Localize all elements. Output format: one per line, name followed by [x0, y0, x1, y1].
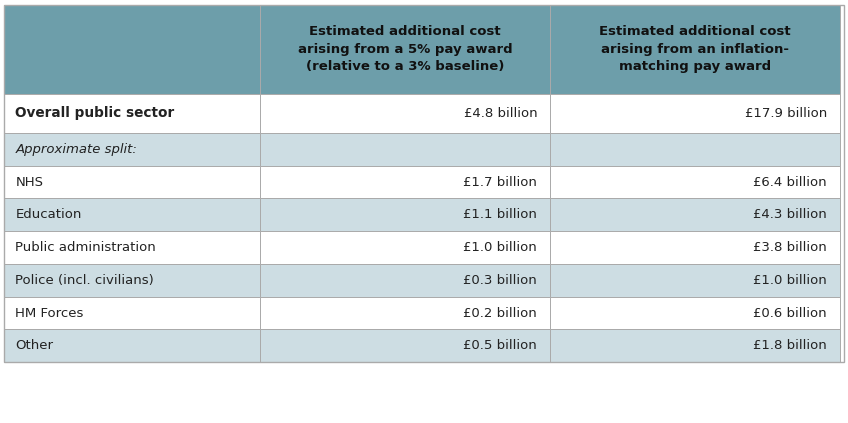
Text: Overall public sector: Overall public sector — [15, 107, 175, 121]
Bar — [550, 5, 840, 94]
Bar — [260, 5, 550, 94]
Bar — [4, 133, 260, 166]
Bar — [550, 231, 840, 264]
Text: NHS: NHS — [15, 176, 43, 189]
Bar — [4, 330, 260, 362]
Bar — [260, 166, 550, 198]
Text: Approximate split:: Approximate split: — [15, 143, 137, 156]
Text: £6.4 billion: £6.4 billion — [753, 176, 827, 189]
Text: £1.7 billion: £1.7 billion — [463, 176, 538, 189]
Bar — [260, 330, 550, 362]
Text: Estimated additional cost
arising from an inflation-
matching pay award: Estimated additional cost arising from a… — [599, 25, 790, 74]
Text: £0.3 billion: £0.3 billion — [464, 274, 538, 287]
Bar — [550, 166, 840, 198]
Text: Police (incl. civilians): Police (incl. civilians) — [15, 274, 154, 287]
Bar — [4, 264, 260, 297]
Text: HM Forces: HM Forces — [15, 307, 84, 320]
Bar — [4, 5, 844, 362]
Bar — [260, 94, 550, 133]
Text: £17.9 billion: £17.9 billion — [745, 107, 827, 120]
Bar — [550, 94, 840, 133]
Bar — [550, 264, 840, 297]
Bar — [550, 133, 840, 166]
Bar — [4, 166, 260, 198]
Bar — [260, 133, 550, 166]
Text: Other: Other — [15, 339, 53, 352]
Text: £0.2 billion: £0.2 billion — [464, 307, 538, 320]
Bar — [260, 198, 550, 231]
Text: £1.0 billion: £1.0 billion — [464, 241, 538, 254]
Text: £3.8 billion: £3.8 billion — [753, 241, 827, 254]
Bar — [260, 231, 550, 264]
Bar — [260, 264, 550, 297]
Bar — [550, 330, 840, 362]
Text: £4.3 billion: £4.3 billion — [753, 209, 827, 221]
Text: £1.1 billion: £1.1 billion — [463, 209, 538, 221]
Text: Estimated additional cost
arising from a 5% pay award
(relative to a 3% baseline: Estimated additional cost arising from a… — [298, 25, 512, 74]
Text: Public administration: Public administration — [15, 241, 156, 254]
Bar — [4, 231, 260, 264]
Bar — [4, 94, 260, 133]
Bar — [550, 198, 840, 231]
Text: £0.6 billion: £0.6 billion — [753, 307, 827, 320]
Bar — [4, 297, 260, 330]
Bar — [4, 5, 260, 94]
Bar — [550, 297, 840, 330]
Text: Education: Education — [15, 209, 81, 221]
Text: £0.5 billion: £0.5 billion — [464, 339, 538, 352]
Text: £4.8 billion: £4.8 billion — [464, 107, 538, 120]
Bar — [260, 297, 550, 330]
Text: £1.0 billion: £1.0 billion — [753, 274, 827, 287]
Bar — [4, 198, 260, 231]
Text: £1.8 billion: £1.8 billion — [753, 339, 827, 352]
